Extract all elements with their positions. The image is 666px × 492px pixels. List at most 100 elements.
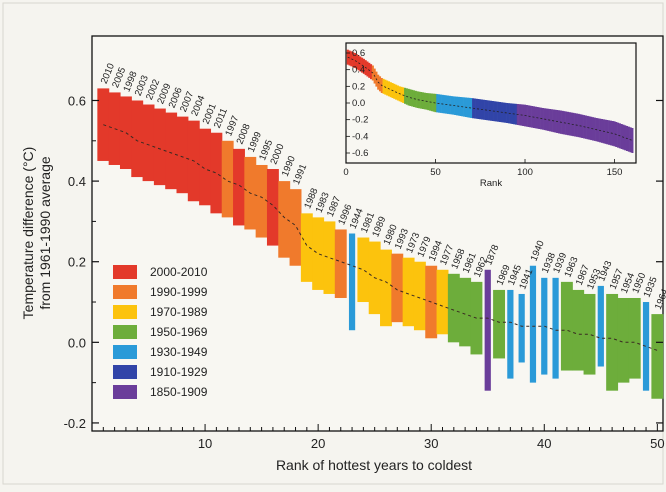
bar-rank-24	[357, 237, 370, 303]
inset-bar	[455, 96, 459, 116]
inset-y-tick-label: 0.0	[352, 98, 365, 109]
bar-rank-13	[233, 148, 245, 226]
legend-swatch	[113, 305, 137, 319]
inset-bar	[588, 116, 591, 140]
inset-bar	[631, 128, 634, 153]
legend-label: 1950-1969	[150, 325, 208, 339]
inset-y-tick-label: 0.6	[352, 48, 365, 59]
y-tick-label: 0.0	[68, 335, 86, 350]
bar-rank-1	[97, 88, 110, 161]
bar-rank-37	[507, 289, 514, 379]
bar-rank-47	[617, 297, 630, 383]
inset-bar	[613, 121, 616, 147]
bar-rank-50	[651, 314, 664, 399]
bar-rank-17	[278, 181, 291, 258]
inset-bar	[378, 76, 382, 92]
inset-bar	[495, 101, 498, 122]
bar-rank-28	[402, 257, 415, 327]
bar-rank-49	[642, 302, 650, 391]
inset-bar	[617, 122, 620, 148]
inset-bar	[491, 101, 494, 121]
bar-rank-18	[289, 189, 302, 266]
inset-bar	[466, 97, 469, 118]
legend-label: 1970-1989	[150, 305, 208, 319]
inset-bar	[506, 103, 509, 123]
year-labels: 2010200519982003200220092006200720042001…	[99, 62, 666, 311]
inset-bar	[389, 82, 392, 98]
inset-bar	[430, 93, 433, 112]
y-tick-label: -0.2	[64, 416, 86, 431]
bar-rank-11	[210, 132, 223, 214]
inset-bar	[470, 98, 473, 118]
legend-label: 1850-1909	[150, 385, 208, 399]
inset-bar	[416, 91, 419, 108]
inset-bar	[515, 103, 518, 125]
bar-rank-15	[255, 164, 268, 238]
inset-bar	[486, 100, 489, 121]
bar-rank-32	[447, 273, 460, 343]
inset-bar	[434, 93, 437, 113]
bar-rank-39	[529, 265, 537, 383]
inset-bar	[446, 95, 450, 114]
bar-rank-33	[459, 277, 472, 347]
bar-rank-26	[380, 249, 392, 327]
inset-bar	[404, 87, 407, 104]
y-tick-label: 0.4	[68, 174, 86, 189]
inset-x-tick-label: 150	[607, 167, 623, 178]
inset-bar	[443, 95, 446, 114]
bar-rank-31	[436, 269, 449, 335]
legend-swatch	[113, 265, 137, 279]
bar-rank-41	[552, 277, 559, 379]
inset-bar	[393, 83, 396, 99]
bar-rank-35	[484, 269, 491, 391]
legend-swatch	[113, 325, 137, 339]
inset-bar	[624, 125, 627, 151]
inset-bar	[590, 116, 593, 141]
y-axis-title-line-2: from 1961-1990 average	[37, 156, 53, 310]
inset-bar	[407, 88, 410, 106]
bar-rank-44	[583, 293, 596, 375]
inset-bar	[502, 102, 505, 123]
inset-bar	[450, 96, 453, 115]
inset-bar	[346, 49, 349, 65]
legend-swatch	[113, 285, 137, 299]
inset-bar	[577, 113, 580, 138]
legend-label: 1990-1999	[150, 285, 208, 299]
inset-bar	[366, 61, 369, 77]
inset-bar	[541, 108, 544, 130]
inset-bar	[600, 119, 604, 143]
x-tick-label: 50	[650, 436, 664, 451]
bar-rank-43	[572, 289, 585, 371]
legend: 2000-2010 1990-1999 1970-1989 1950-1969 1930…	[113, 265, 208, 399]
inset-x-tick-label: 100	[517, 167, 533, 178]
inset-bar	[479, 99, 482, 120]
main-center-line	[103, 124, 658, 351]
inset-bar	[538, 107, 541, 129]
inset-bar	[411, 89, 414, 107]
main-x-axis: 10 20 30 40 50	[102, 424, 665, 451]
inset-bar	[604, 119, 607, 144]
inset-bar	[427, 93, 430, 111]
inset-bar	[584, 115, 587, 139]
bar-rank-46	[606, 293, 619, 391]
inset-bar	[511, 103, 514, 124]
y-axis-title-line-1: Temperature difference (°C)	[20, 147, 36, 320]
inset-y-tick-label: -0.4	[352, 131, 368, 142]
inset-bar	[355, 54, 358, 70]
inset-bar	[362, 58, 365, 74]
inset-bar	[439, 94, 442, 113]
inset-bar	[557, 110, 561, 134]
bar-rank-5	[142, 104, 155, 182]
inset-bar	[627, 126, 630, 152]
bar-rank-38	[518, 293, 525, 363]
bar-rank-7	[165, 112, 178, 190]
inset-bar	[574, 113, 577, 137]
bar-rank-20	[312, 217, 325, 290]
inset-bar	[423, 92, 426, 110]
inset-bar	[620, 124, 623, 149]
inset-bar	[498, 102, 501, 122]
inset-bar	[420, 92, 423, 109]
bar-rank-29	[413, 261, 426, 331]
